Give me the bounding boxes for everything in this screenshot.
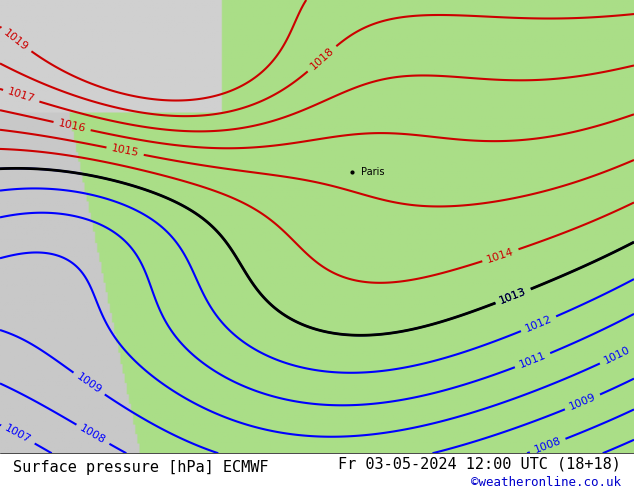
Text: 1009: 1009	[75, 371, 103, 396]
Text: 1013: 1013	[498, 286, 528, 306]
Text: 1016: 1016	[57, 118, 87, 134]
Text: ©weatheronline.co.uk: ©weatheronline.co.uk	[471, 476, 621, 489]
Text: Fr 03-05-2024 12:00 UTC (18+18): Fr 03-05-2024 12:00 UTC (18+18)	[339, 457, 621, 472]
Text: 1015: 1015	[110, 144, 140, 159]
Text: 1012: 1012	[524, 314, 553, 334]
Text: 1008: 1008	[533, 436, 562, 455]
Text: 1009: 1009	[567, 392, 597, 412]
Text: 1013: 1013	[498, 286, 528, 306]
Text: 1010: 1010	[602, 345, 632, 366]
Text: 1014: 1014	[486, 246, 515, 265]
Text: 1018: 1018	[308, 46, 336, 72]
Text: 1019: 1019	[2, 27, 30, 52]
Text: 1007: 1007	[3, 423, 33, 445]
Text: Paris: Paris	[361, 167, 385, 176]
Text: 1008: 1008	[78, 423, 108, 446]
Text: 1011: 1011	[518, 350, 547, 370]
Text: 1017: 1017	[6, 87, 36, 105]
Text: Surface pressure [hPa] ECMWF: Surface pressure [hPa] ECMWF	[13, 461, 268, 475]
